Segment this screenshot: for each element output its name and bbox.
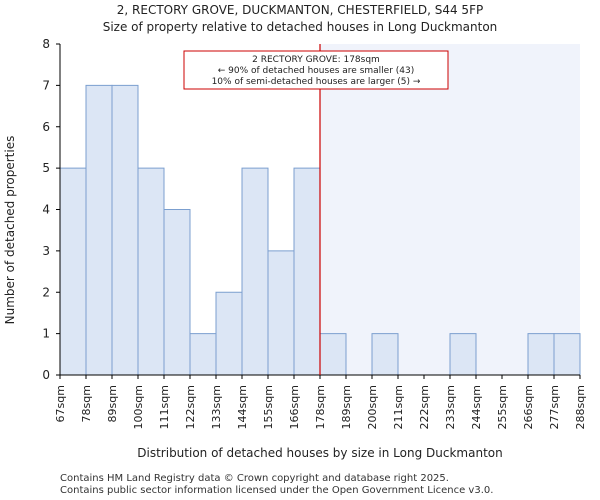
x-tick-label: 189sqm [340, 385, 353, 429]
bar [319, 333, 347, 376]
bar [215, 291, 243, 376]
x-tick-label: 111sqm [158, 385, 171, 429]
y-axis-label: Number of detached properties [3, 136, 17, 325]
highlight-region [320, 44, 580, 375]
x-tick-label: 266sqm [522, 385, 535, 429]
x-tick-label: 244sqm [470, 385, 483, 429]
x-tick-label: 133sqm [210, 385, 223, 429]
y-tick-label: 2 [42, 285, 50, 299]
x-tick-label: 200sqm [366, 385, 379, 429]
bar [449, 333, 477, 376]
bar [163, 209, 191, 376]
y-tick-label: 5 [42, 161, 50, 175]
bar [293, 167, 321, 376]
chart-title: 2, RECTORY GROVE, DUCKMANTON, CHESTERFIE… [117, 3, 483, 17]
y-tick-label: 6 [42, 120, 50, 134]
bar [59, 167, 87, 376]
chart-subtitle: Size of property relative to detached ho… [103, 20, 498, 34]
x-axis-label: Distribution of detached houses by size … [137, 446, 502, 460]
bar [371, 333, 399, 376]
y-tick-label: 7 [42, 78, 50, 92]
x-tick-label: 89sqm [106, 385, 119, 422]
bar [85, 84, 113, 376]
x-tick-label: 144sqm [236, 385, 249, 429]
x-tick-label: 67sqm [54, 385, 67, 422]
x-tick-label: 122sqm [184, 385, 197, 429]
bar [267, 250, 295, 376]
footer-licence: Contains public sector information licen… [60, 485, 494, 496]
chart-svg: 2, RECTORY GROVE, DUCKMANTON, CHESTERFIE… [3, 3, 587, 460]
annotation-line-3: 10% of semi-detached houses are larger (… [212, 77, 421, 87]
y-tick-label: 3 [42, 244, 50, 258]
x-tick-label: 288sqm [574, 385, 587, 429]
x-tick-label: 155sqm [262, 385, 275, 429]
x-tick-label: 100sqm [132, 385, 145, 429]
y-tick-label: 1 [42, 327, 50, 341]
bar [527, 333, 555, 376]
x-tick-label: 233sqm [444, 385, 457, 429]
footer-copyright: Contains HM Land Registry data © Crown c… [60, 473, 449, 484]
y-tick-label: 0 [42, 368, 50, 382]
x-tick-label: 178sqm [314, 385, 327, 429]
annotation-line-2: ← 90% of detached houses are smaller (43… [218, 66, 415, 76]
bar [189, 333, 217, 376]
annotation-group: 2 RECTORY GROVE: 178sqm← 90% of detached… [183, 50, 449, 90]
annotation-line-1: 2 RECTORY GROVE: 178sqm [252, 55, 380, 65]
bar [241, 167, 269, 376]
x-tick-label: 222sqm [418, 385, 431, 429]
y-tick-label: 4 [42, 203, 50, 217]
x-tick-label: 211sqm [392, 385, 405, 429]
x-tick-label: 255sqm [496, 385, 509, 429]
bar [553, 333, 581, 376]
x-tick-label: 277sqm [548, 385, 561, 429]
bar [111, 84, 139, 376]
x-tick-label: 78sqm [80, 385, 93, 422]
x-tick-label: 166sqm [288, 385, 301, 429]
bar [137, 167, 165, 376]
annotation-box [183, 50, 449, 90]
y-tick-label: 8 [42, 37, 50, 51]
